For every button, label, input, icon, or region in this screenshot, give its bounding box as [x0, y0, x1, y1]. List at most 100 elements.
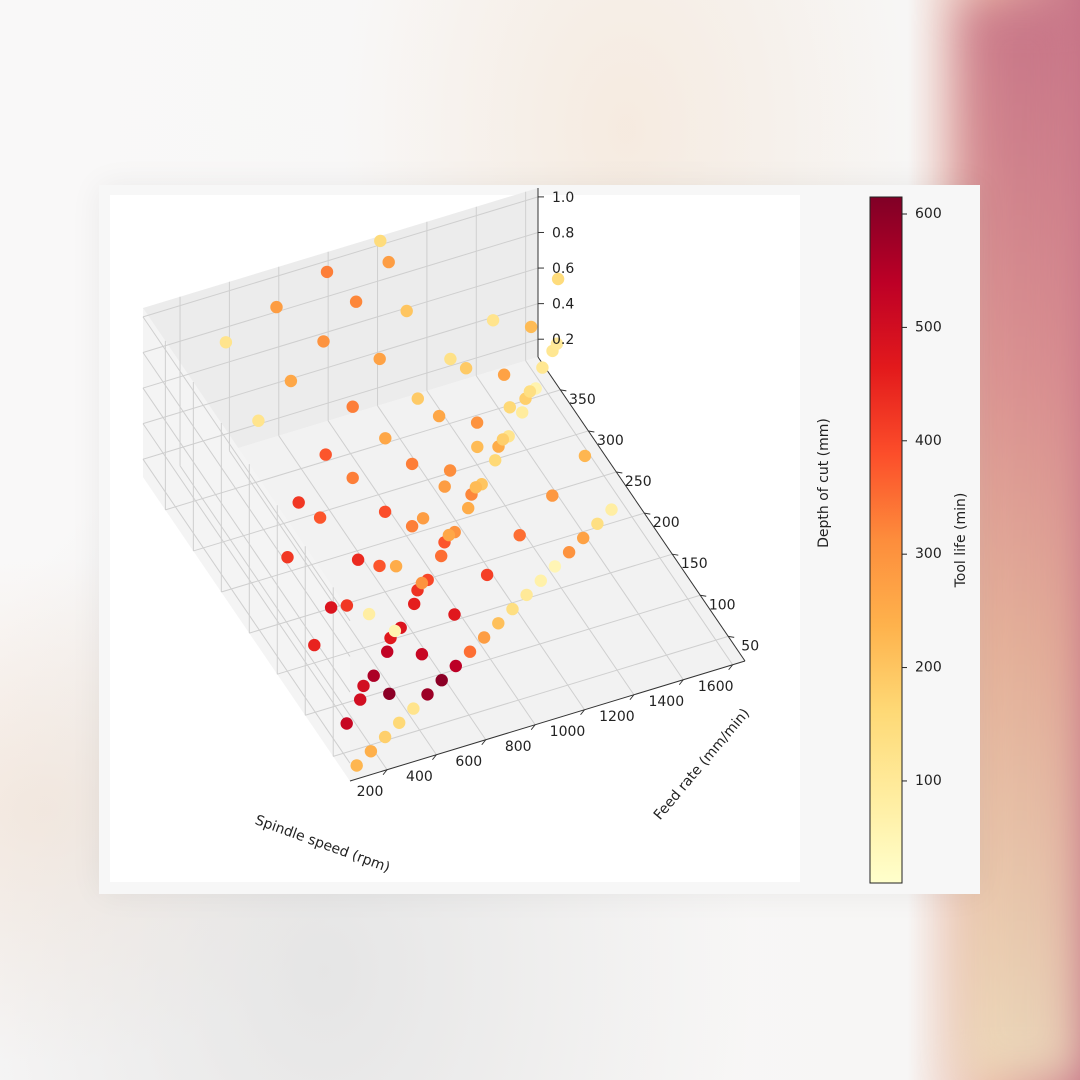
- scatter-point: [459, 362, 473, 375]
- scatter-point: [492, 617, 505, 630]
- scatter-point: [252, 414, 265, 427]
- figure: 200 400 600 800 1000 1200 1400 1600 50 100 150 200 2…: [99, 185, 980, 894]
- tick-label: 1000: [550, 724, 586, 740]
- tick-label: 1600: [698, 679, 734, 695]
- scatter-point: [340, 717, 353, 730]
- axis-lines: [349, 188, 746, 782]
- scatter-point: [351, 553, 365, 566]
- scatter-point: [405, 520, 419, 533]
- scatter-point: [470, 416, 484, 429]
- tick-label: 1.0: [552, 190, 574, 206]
- scatter-point: [373, 559, 386, 573]
- scatter-point: [480, 568, 494, 582]
- scatter-point: [284, 374, 298, 388]
- colorbar-tick-label: 400: [915, 433, 942, 449]
- scatter-point: [546, 489, 559, 502]
- colorbar-tick-label: 300: [915, 546, 942, 562]
- scatter-point: [281, 551, 294, 564]
- scatter-point: [374, 234, 387, 248]
- scatter-point: [497, 368, 511, 381]
- tick-label: 0.8: [552, 226, 574, 242]
- scatter-point: [591, 517, 604, 530]
- scatter-point: [349, 295, 363, 308]
- scatter-point: [562, 546, 576, 559]
- colorbar-tick-label: 200: [915, 660, 942, 676]
- scatter-point: [578, 449, 592, 463]
- scatter-point: [393, 716, 406, 729]
- scatter-point: [388, 624, 402, 638]
- scatter-point: [435, 674, 448, 687]
- tick-label: 150: [681, 556, 708, 572]
- scatter-point: [364, 745, 378, 758]
- scatter-point: [520, 588, 533, 602]
- tick-label: 100: [709, 597, 736, 613]
- scatter-point: [489, 454, 502, 467]
- tick-label: 300: [597, 433, 624, 449]
- scatter-point: [462, 501, 475, 515]
- scatter-point: [550, 337, 564, 350]
- scatter-point: [471, 440, 484, 454]
- scatter-point: [548, 560, 562, 573]
- colorbar-tick-label: 100: [915, 773, 942, 789]
- scatter-point: [383, 687, 396, 700]
- scatter-point: [378, 505, 392, 518]
- scatter-3d-chart: 200 400 600 800 1000 1200 1400 1600 50 100 150 200 2…: [110, 188, 969, 884]
- scatter-point: [551, 272, 565, 286]
- colorbar-tick-label: 600: [915, 206, 942, 222]
- tick-label: 0.6: [552, 261, 574, 277]
- scatter-point: [319, 448, 332, 461]
- tick-label: 0.2: [552, 332, 574, 348]
- scatter-point: [379, 432, 392, 445]
- tick-label: 200: [357, 784, 384, 800]
- scatter-point: [442, 528, 456, 542]
- background-edge: [960, 0, 1080, 1080]
- scatter-point: [382, 255, 395, 269]
- tick-label: 600: [455, 754, 482, 770]
- scatter-point: [513, 529, 526, 542]
- colorbar-ticks: 100 200 300 400 500 600: [902, 206, 942, 789]
- scatter-point: [362, 607, 376, 621]
- scatter-point: [313, 511, 327, 524]
- scatter-point: [463, 645, 477, 658]
- tick-label: 250: [625, 474, 652, 490]
- tick-label: 0.4: [552, 297, 574, 313]
- scatter-point: [400, 304, 413, 318]
- tick-label: 50: [741, 638, 759, 654]
- z-axis-label: Depth of cut (mm): [816, 418, 832, 548]
- scatter-point: [411, 392, 424, 405]
- colorbar: [869, 196, 903, 884]
- scatter-point: [523, 385, 537, 398]
- scatter-point: [432, 409, 446, 423]
- scatter-point: [534, 574, 547, 587]
- scatter-point: [438, 480, 451, 493]
- scatter-point: [320, 265, 334, 279]
- scatter-point: [381, 645, 394, 658]
- scatter-point: [270, 300, 283, 314]
- scatter-point: [415, 576, 429, 590]
- axis-panes: [143, 188, 745, 781]
- tick-label: 200: [653, 515, 680, 531]
- scatter-point: [536, 361, 549, 374]
- colorbar-tick-label: 500: [915, 319, 942, 335]
- scatter-point: [503, 401, 516, 414]
- scatter-point: [340, 599, 354, 612]
- scatter-point: [496, 433, 510, 446]
- scatter-point: [378, 730, 392, 744]
- scatter-point: [605, 503, 618, 516]
- colorbar-label: Tool life (min): [953, 493, 969, 589]
- scatter-point: [292, 496, 305, 509]
- scatter-point: [449, 659, 462, 673]
- scatter-point: [357, 679, 370, 693]
- scatter-point: [435, 549, 448, 563]
- scatter-point: [524, 320, 538, 334]
- scatter-point: [415, 648, 429, 661]
- tick-label: 800: [505, 739, 532, 755]
- scatter-point: [516, 406, 529, 419]
- scatter-point: [443, 464, 457, 477]
- tick-label: 350: [569, 392, 596, 408]
- scatter-point: [324, 601, 338, 614]
- tick-label: 400: [406, 769, 433, 785]
- scatter-point: [405, 457, 419, 471]
- scatter-point: [407, 702, 420, 715]
- scatter-point: [350, 759, 363, 772]
